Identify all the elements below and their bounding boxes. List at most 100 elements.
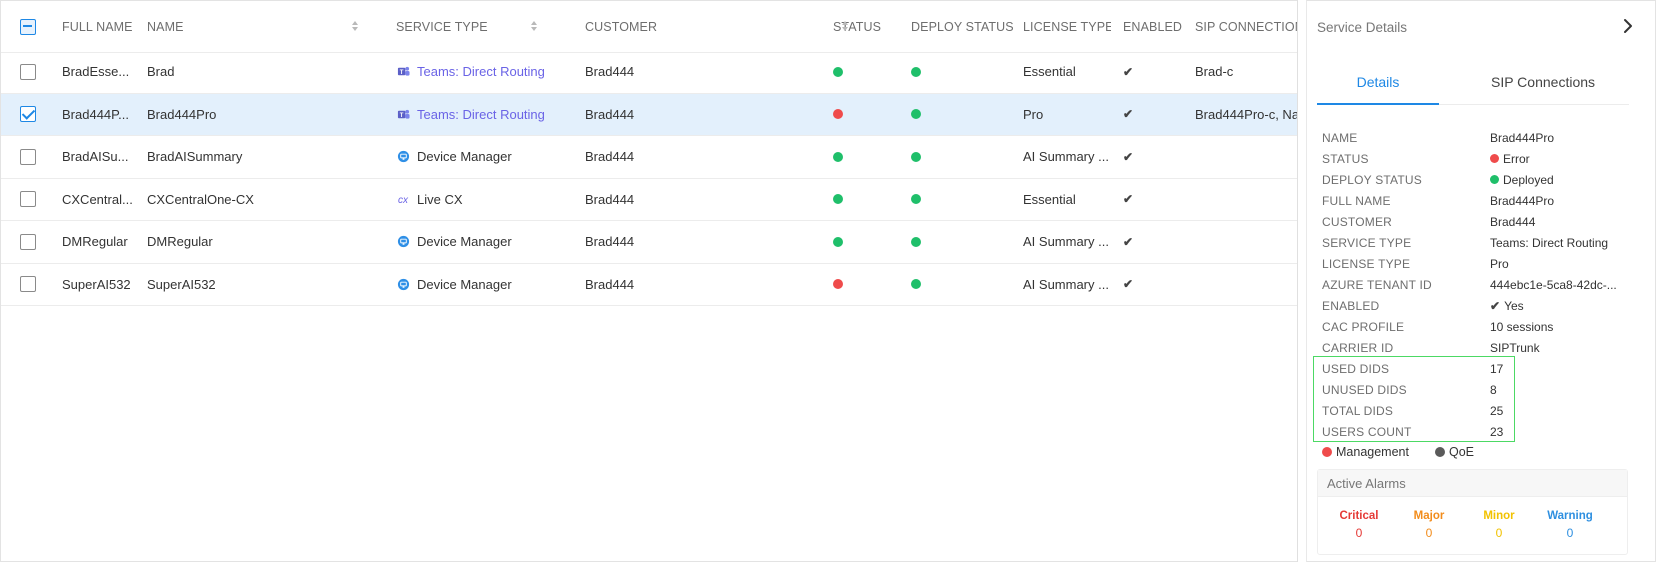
- property-value: Teams: Direct Routing: [1490, 236, 1640, 250]
- col-header-customer[interactable]: CUSTOMER: [585, 19, 658, 34]
- alarm-critical[interactable]: Critical 0: [1329, 510, 1389, 540]
- alarm-label: Warning: [1547, 510, 1593, 522]
- select-all-checkbox[interactable]: [17, 1, 39, 52]
- sort-name-icon[interactable]: [352, 20, 360, 34]
- tab-sip-connections[interactable]: SIP Connections: [1490, 74, 1596, 90]
- chevron-right-icon[interactable]: [1619, 17, 1637, 35]
- grey-dot-icon: [1434, 447, 1445, 457]
- service-properties: NAME Brad444Pro STATUS Error DEPLOY STATUS…: [1322, 127, 1642, 442]
- table-row[interactable]: SuperAI532 SuperAI532 Device Manager Bra…: [1, 264, 1298, 306]
- status-dot-icon: [833, 66, 843, 77]
- cell-service-type: Device Manager: [396, 136, 576, 178]
- property-key: NAME: [1322, 130, 1358, 145]
- cell-status: [833, 94, 905, 136]
- table-row[interactable]: Brad444P... Brad444Pro T Teams: Direct R…: [1, 93, 1298, 136]
- alarm-major[interactable]: Major 0: [1399, 510, 1459, 540]
- property-row: CAC PROFILE 10 sessions: [1322, 316, 1642, 337]
- cell-status: [833, 51, 905, 93]
- property-value: Brad444: [1490, 215, 1640, 229]
- service-type-text: Teams: Direct Routing: [417, 106, 545, 122]
- property-key: STATUS: [1322, 151, 1369, 166]
- cell-full-name: SuperAI532: [62, 264, 134, 306]
- alarm-label: Minor: [1483, 510, 1515, 522]
- cell-license-type: AI Summary ...: [1023, 264, 1111, 306]
- col-header-service-type[interactable]: SERVICE TYPE: [396, 19, 488, 34]
- property-key: UNUSED DIDS: [1322, 382, 1407, 397]
- cell-deploy-status: [911, 94, 1021, 136]
- property-key: LICENSE TYPE: [1322, 256, 1411, 271]
- property-value-text: 23: [1490, 424, 1504, 439]
- cell-deploy-status: [911, 221, 1021, 263]
- row-checkbox[interactable]: [17, 264, 39, 306]
- tab-details[interactable]: Details: [1356, 74, 1400, 90]
- full-name-text: Brad444P...: [62, 106, 129, 122]
- service-type-text: Device Manager: [417, 234, 512, 250]
- cell-service-type[interactable]: T Teams: Direct Routing: [396, 51, 576, 93]
- col-header-full-name[interactable]: FULL NAME: [62, 19, 133, 34]
- col-header-name[interactable]: NAME: [147, 19, 184, 34]
- cell-customer: Brad444: [585, 191, 635, 207]
- service-details-panel: Service Details Details SIP Connections …: [1306, 0, 1656, 562]
- cell-customer: Brad444: [585, 276, 635, 292]
- property-value: 8: [1490, 383, 1640, 397]
- table-row[interactable]: DMRegular DMRegular Device Manager Brad4…: [1, 221, 1298, 264]
- status-dot-icon: [833, 151, 843, 162]
- alarm-minor[interactable]: Minor 0: [1469, 510, 1529, 540]
- deploy-status-dot-icon: [911, 151, 921, 162]
- check-icon: ✔: [1123, 192, 1134, 207]
- col-header-enabled[interactable]: ENABLED: [1123, 19, 1183, 34]
- table-row[interactable]: BradEsse... Brad T Teams: Direct Routing…: [1, 51, 1298, 94]
- property-value-text: 444ebc1e-5ca8-42dc-...: [1490, 277, 1617, 292]
- cell-customer: Brad444: [585, 106, 635, 122]
- svg-text:T: T: [399, 113, 403, 119]
- property-value: 10 sessions: [1490, 320, 1640, 334]
- row-checkbox[interactable]: [17, 221, 39, 263]
- row-checkbox[interactable]: [17, 179, 39, 221]
- property-value: 17: [1490, 362, 1640, 376]
- sort-status-icon[interactable]: [842, 20, 850, 34]
- col-header-deploy-status[interactable]: DEPLOY STATUS: [911, 19, 1014, 34]
- row-checkbox[interactable]: [17, 94, 39, 136]
- property-key: AZURE TENANT ID: [1322, 277, 1432, 292]
- cell-name: Brad: [147, 64, 175, 80]
- row-checkbox[interactable]: [17, 51, 39, 93]
- table-row[interactable]: CXCentral... CXCentralOne-CX cx Live CX …: [1, 179, 1298, 221]
- full-name-text: CXCentral...: [62, 191, 133, 207]
- alarm-count: 0: [1495, 526, 1503, 540]
- col-header-sip-connections[interactable]: SIP CONNECTIONS: [1195, 19, 1298, 34]
- cell-name: BradAISummary: [147, 149, 243, 165]
- device-manager-icon: [396, 235, 410, 249]
- check-icon: ✔: [1123, 234, 1134, 249]
- status-dot-icon: [833, 194, 843, 205]
- cell-status: [833, 221, 905, 263]
- device-manager-icon: [396, 277, 410, 291]
- panel-tabs: Details SIP Connections: [1317, 61, 1629, 105]
- cell-deploy-status: [911, 264, 1021, 306]
- col-header-license-type[interactable]: LICENSE TYPE: [1023, 19, 1111, 34]
- table-row[interactable]: BradAISu... BradAISummary Device Manager…: [1, 136, 1298, 179]
- row-checkbox[interactable]: [17, 136, 39, 178]
- property-key: USERS COUNT: [1322, 424, 1412, 439]
- property-key: FULL NAME: [1322, 193, 1391, 208]
- table-header: FULL NAME NAME SERVICE TYPE CUSTOMER STA…: [1, 1, 1298, 53]
- cell-sip-connections: Brad444Pro-c, Nap: [1195, 106, 1298, 122]
- alarm-warning[interactable]: Warning 0: [1540, 510, 1600, 540]
- status-dot-icon: [833, 109, 843, 120]
- sort-service-type-icon[interactable]: [531, 20, 539, 34]
- property-row: AZURE TENANT ID 444ebc1e-5ca8-42dc-...: [1322, 274, 1642, 295]
- property-value: Deployed: [1490, 173, 1640, 187]
- property-value-text: Teams: Direct Routing: [1490, 235, 1609, 250]
- cell-service-type[interactable]: T Teams: Direct Routing: [396, 94, 576, 136]
- license-type-text: AI Summary ...: [1023, 149, 1109, 165]
- cell-status: [833, 179, 905, 221]
- property-row: DEPLOY STATUS Deployed: [1322, 169, 1642, 190]
- cell-service-type: Device Manager: [396, 221, 576, 263]
- active-tab-indicator: [1317, 103, 1439, 105]
- teams-icon: T: [396, 107, 410, 121]
- property-value-text: Pro: [1490, 256, 1509, 271]
- red-dot-icon: [1322, 447, 1332, 457]
- panel-title: Service Details: [1317, 20, 1408, 35]
- property-value-text: 17: [1490, 361, 1504, 376]
- indeterminate-checkbox-icon: [20, 18, 36, 35]
- panel-divider[interactable]: [1297, 0, 1298, 562]
